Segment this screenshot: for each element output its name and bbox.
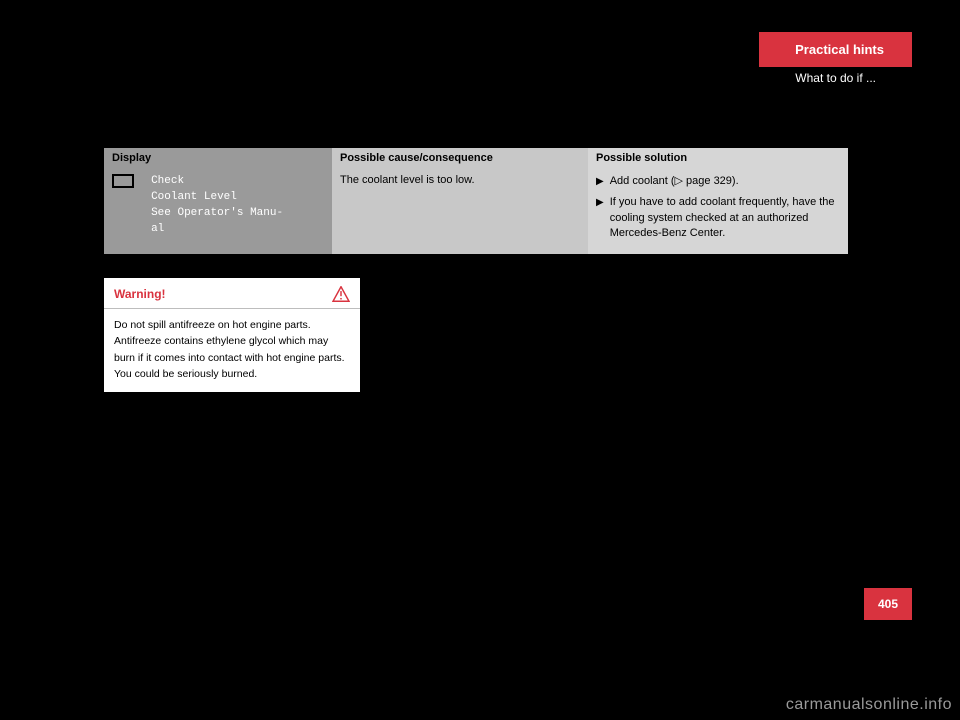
solution-item: ▶ Add coolant (▷ page 329). <box>596 174 840 189</box>
warning-box: Warning! Do not spill antifreeze on hot … <box>104 278 360 392</box>
col-header-cause: Possible cause/consequence <box>332 148 588 168</box>
cell-solution: ▶ Add coolant (▷ page 329). ▶ If you hav… <box>588 168 848 254</box>
coolant-indicator-icon <box>112 174 134 188</box>
warning-title: Warning! <box>114 287 166 301</box>
bullet-icon: ▶ <box>596 175 604 189</box>
section-subtitle: What to do if ... <box>795 71 876 85</box>
table-header-row: Display Possible cause/consequence Possi… <box>104 148 848 168</box>
solution-item: ▶ If you have to add coolant frequently,… <box>596 195 840 241</box>
diagnostic-table: Display Possible cause/consequence Possi… <box>104 148 848 254</box>
watermark: carmanualsonline.info <box>786 696 952 714</box>
warning-body: Do not spill antifreeze on hot engine pa… <box>104 309 360 392</box>
solution-text: If you have to add coolant frequently, h… <box>610 195 840 241</box>
col-header-solution: Possible solution <box>588 148 848 168</box>
solution-text: Add coolant (▷ page 329). <box>610 174 739 189</box>
manual-page: Practical hints What to do if ... Displa… <box>48 32 912 672</box>
cell-cause: The coolant level is too low. <box>332 168 588 254</box>
section-tab: Practical hints <box>759 32 912 67</box>
table-row: Check Coolant Level See Operator's Manu-… <box>104 168 848 254</box>
page-number: 405 <box>878 597 898 611</box>
col-header-display: Display <box>104 148 332 168</box>
display-message: Check Coolant Level See Operator's Manu-… <box>151 174 283 238</box>
page-number-tab: 405 <box>864 588 912 620</box>
cell-display: Check Coolant Level See Operator's Manu-… <box>104 168 332 254</box>
bullet-icon: ▶ <box>596 196 604 210</box>
warning-triangle-icon <box>332 286 350 302</box>
section-tab-label: Practical hints <box>795 42 884 57</box>
warning-header: Warning! <box>104 278 360 309</box>
